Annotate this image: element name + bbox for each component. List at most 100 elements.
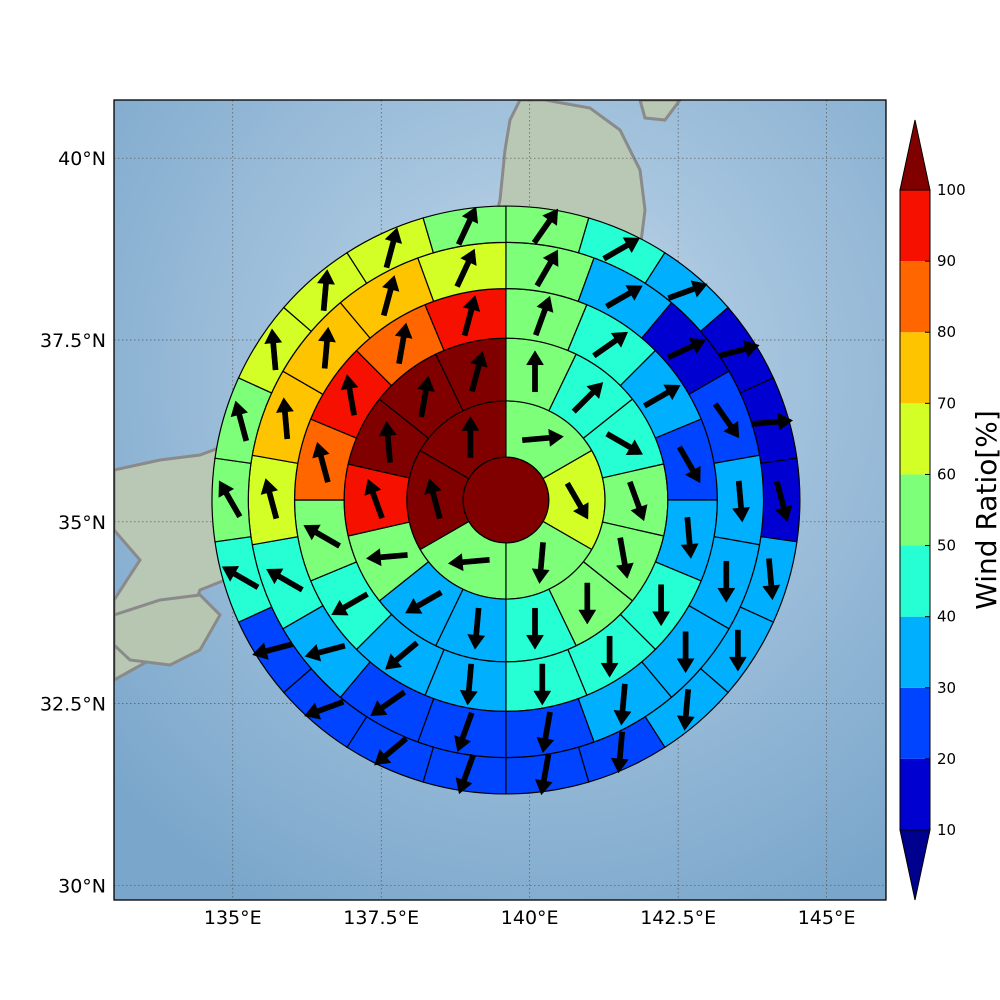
wind-arrow [394, 322, 413, 365]
wind-arrow [762, 558, 781, 601]
x-tick-label: 135°E [204, 907, 262, 929]
colorbar-band [900, 190, 930, 262]
wind-arrow [454, 248, 477, 288]
colorbar-band [900, 758, 930, 830]
wind-arrow [383, 227, 403, 269]
wind-arrow [374, 736, 408, 766]
colorbar-tick-label: 100 [937, 181, 966, 199]
wind-arrow [378, 421, 397, 463]
colorbar-tick-label: 80 [937, 323, 956, 341]
wind-arrow [264, 328, 283, 371]
wind-arrow [448, 553, 490, 572]
wind-arrow [533, 663, 552, 706]
y-tick-label: 40°N [58, 148, 106, 170]
wind-arrow [531, 542, 550, 584]
wind-arrow [455, 753, 476, 795]
colorbar-under-triangle [899, 829, 931, 901]
wind-arrow [252, 641, 294, 660]
wind-arrow [602, 237, 640, 262]
wind-arrow [424, 478, 443, 520]
wind-arrow [600, 635, 619, 678]
wind-arrow [454, 711, 475, 753]
colorbar-band [900, 332, 930, 404]
wind-arrow [535, 753, 553, 796]
wind-arrow [521, 428, 564, 447]
wind-arrow [712, 402, 740, 439]
x-tick-label: 142.5°E [640, 907, 716, 929]
wind-arrow [605, 431, 643, 456]
wind-arrow [533, 295, 554, 337]
wind-arrow [459, 663, 478, 706]
wind-sectors [211, 205, 801, 795]
wind-arrow [230, 400, 250, 442]
wind-arrow [666, 337, 706, 361]
wind-arrow [526, 607, 544, 650]
wind-arrow [676, 688, 695, 731]
colorbar: 10 20 30 40 50 60 70 80 90 100 [899, 119, 966, 901]
wind-arrows [218, 206, 793, 796]
colorbar-frame [899, 189, 931, 831]
map-frame [113, 99, 887, 901]
colorbar-tick-label: 40 [937, 608, 956, 626]
colorbar-band [900, 616, 930, 688]
x-tick-label: 145°E [798, 907, 856, 929]
wind-arrow [218, 480, 243, 519]
wind-arrow [461, 295, 481, 337]
wind-arrow [536, 711, 555, 754]
wind-arrow [718, 340, 760, 359]
wind-arrow [676, 445, 701, 484]
x-tick-label: 140°E [501, 907, 559, 929]
wind-arrow [610, 731, 629, 774]
wind-arrow [578, 582, 597, 625]
wind-arrow [304, 642, 346, 662]
wind-arrow [605, 285, 643, 309]
wind-arrow [526, 350, 544, 393]
wind-arrow [728, 629, 747, 672]
x-tick-label: 137.5°E [343, 907, 419, 929]
wind-arrow [751, 412, 793, 431]
wind-arrow [385, 640, 419, 670]
colorbar-tick-label: 30 [937, 679, 956, 697]
wind-arrow [667, 280, 708, 301]
wind-arrow [221, 566, 260, 590]
wind-arrow [467, 607, 486, 650]
hokkaido-land [638, 100, 682, 122]
colorbar-tick-label: 60 [937, 465, 956, 483]
wind-arrow [564, 481, 589, 520]
wind-arrow [627, 480, 648, 522]
wind-arrow [592, 331, 629, 359]
wind-arrow [717, 560, 736, 603]
wind-arrow [732, 480, 750, 523]
wind-arrow [312, 441, 331, 483]
wind-arrow [455, 206, 479, 246]
colorbar-over-triangle [899, 119, 931, 191]
wind-arrow [266, 568, 304, 593]
wind-arrow [461, 416, 480, 458]
colorbar-tick-label: 90 [937, 252, 956, 270]
wind-arrow [680, 516, 699, 559]
wind-arrow [318, 326, 336, 369]
axis-tick-labels: 135°E 137.5°E 140°E 142.5°E 145°E 40°N 37.5°N 3… [40, 148, 856, 929]
wind-arrow [534, 249, 559, 288]
wind-arrow [616, 537, 634, 579]
wind-arrow [380, 275, 400, 317]
y-tick-label: 32.5°N [40, 694, 106, 716]
wind-arrow [652, 584, 671, 627]
colorbar-tick-label: 20 [937, 750, 956, 768]
colorbar-tick-label: 70 [937, 394, 956, 412]
wind-arrow [317, 269, 335, 312]
wind-arrow [676, 631, 695, 674]
wind-arrow [370, 689, 407, 716]
wind-arrow [276, 397, 294, 440]
colorbar-tick-label: 10 [937, 821, 956, 839]
wind-arrow [643, 384, 681, 409]
colorbar-label: Wind Ratio[%] [970, 410, 1000, 610]
colorbar-band [900, 261, 930, 333]
wind-arrow [331, 591, 369, 616]
colorbar-band [900, 403, 930, 475]
wind-arrow [303, 524, 341, 549]
y-tick-label: 37.5°N [40, 330, 106, 352]
wind-arrow [340, 374, 359, 416]
shikoku-land [114, 593, 222, 667]
wind-arrow [304, 699, 345, 720]
